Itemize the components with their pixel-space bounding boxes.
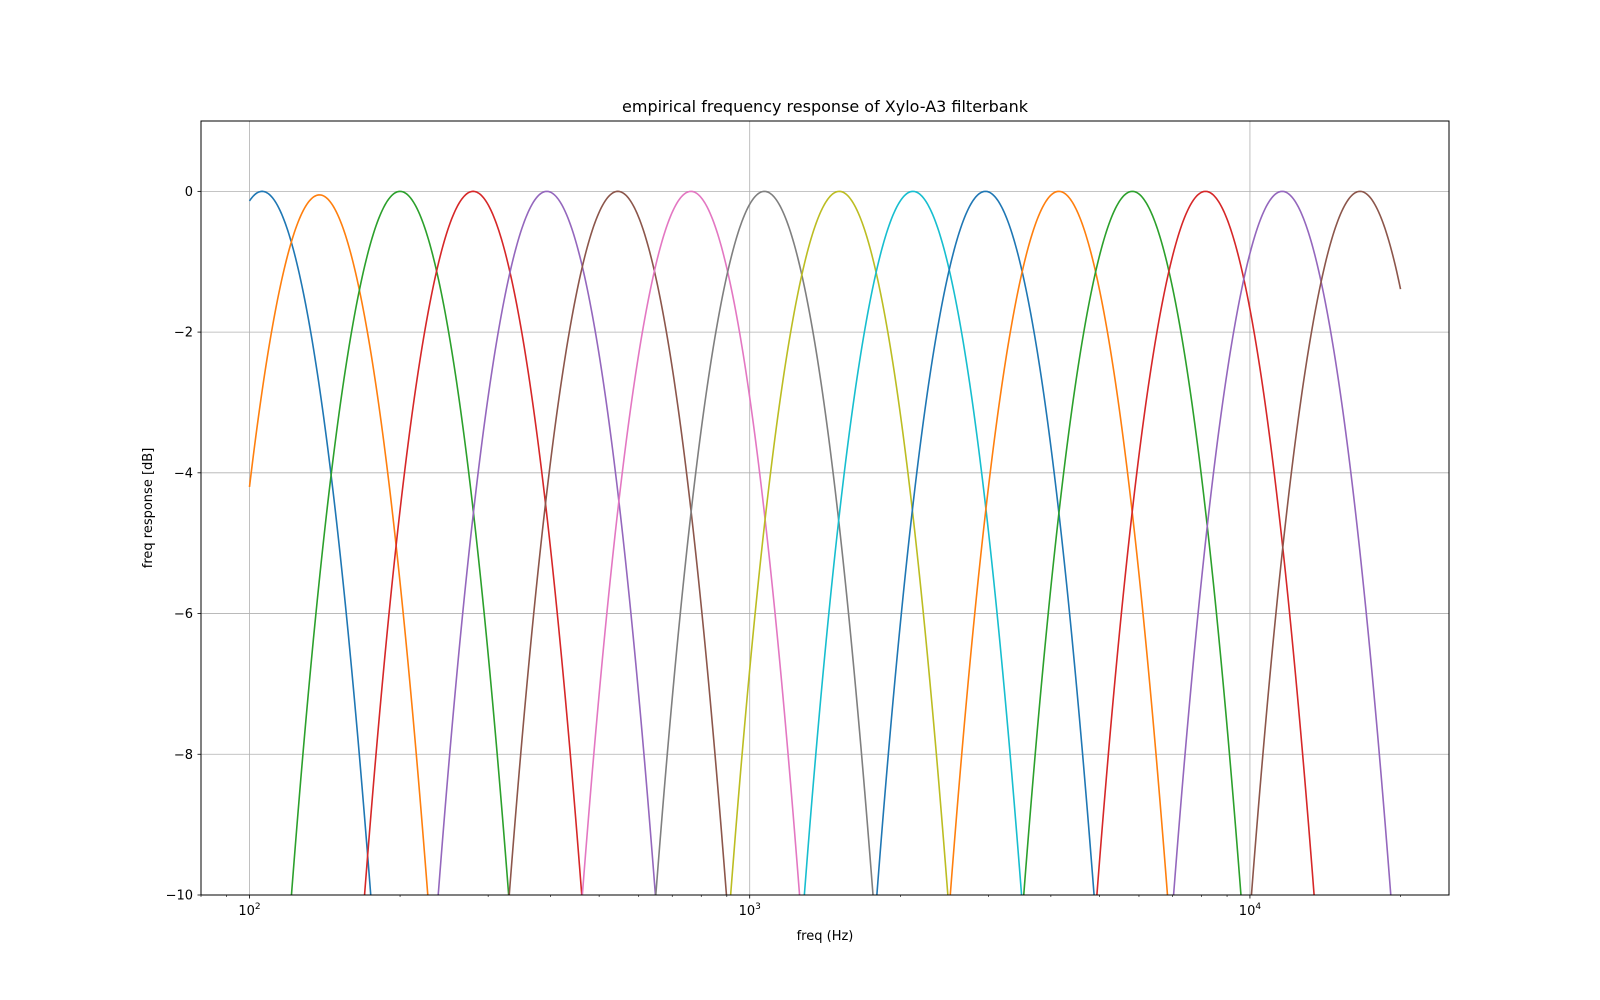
x-tick-exponent: 4 bbox=[1255, 902, 1261, 912]
y-tick-label: −8 bbox=[174, 748, 193, 763]
x-axis-label: freq (Hz) bbox=[797, 929, 854, 944]
series-line bbox=[1250, 190, 1402, 895]
series-line bbox=[437, 190, 657, 895]
x-tick-label: 104 bbox=[1239, 902, 1262, 919]
x-tick-exponent: 2 bbox=[255, 902, 261, 912]
series-line bbox=[1172, 190, 1392, 895]
y-tick-label: 0 bbox=[185, 185, 193, 200]
x-tick-label: 102 bbox=[238, 902, 260, 919]
x-tick-label: 103 bbox=[739, 902, 761, 919]
series-line bbox=[1096, 190, 1315, 895]
x-tick-exponent: 3 bbox=[755, 902, 761, 912]
series-line bbox=[949, 190, 1169, 895]
series-line bbox=[248, 194, 429, 895]
series-line bbox=[508, 190, 728, 895]
series-line bbox=[248, 190, 372, 895]
chart-title: empirical frequency response of Xylo-A3 … bbox=[622, 97, 1029, 116]
series-line bbox=[803, 190, 1023, 895]
y-tick-label: −10 bbox=[166, 889, 193, 904]
y-axis-label: freq response [dB] bbox=[141, 448, 156, 569]
y-tick-label: −4 bbox=[174, 466, 193, 481]
x-tick-base: 10 bbox=[739, 904, 756, 919]
series-line bbox=[363, 190, 583, 895]
series-line bbox=[1022, 190, 1242, 895]
y-tick-label: −2 bbox=[174, 326, 193, 341]
series-line bbox=[290, 190, 510, 895]
x-tick-base: 10 bbox=[1239, 904, 1256, 919]
y-tick-label: −6 bbox=[174, 607, 193, 622]
series-line bbox=[729, 190, 949, 895]
x-tick-base: 10 bbox=[238, 904, 255, 919]
plot-area bbox=[248, 190, 1402, 895]
axes-frame bbox=[200, 120, 1450, 896]
